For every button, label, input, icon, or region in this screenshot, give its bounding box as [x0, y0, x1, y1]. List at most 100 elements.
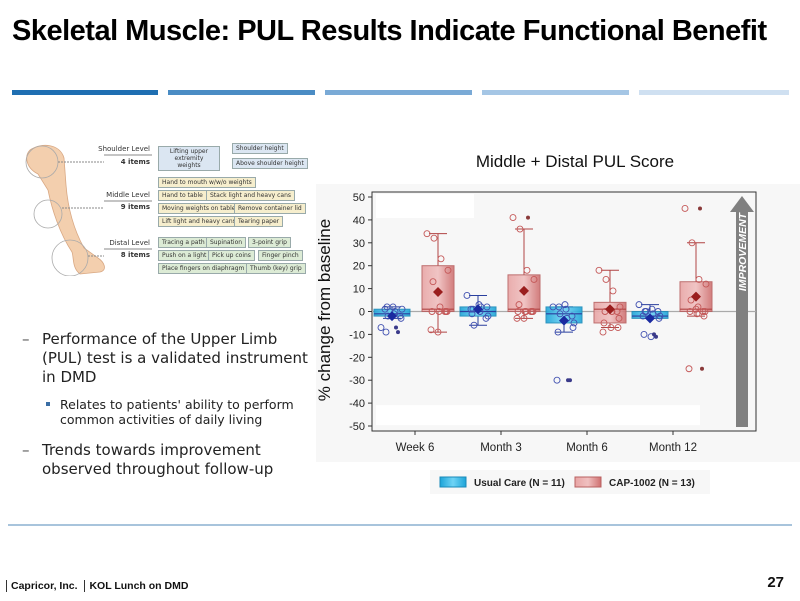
data-point — [600, 319, 608, 327]
data-point — [701, 308, 709, 315]
pul-item: Above shoulder height — [232, 158, 308, 169]
data-point — [635, 301, 643, 309]
mean-marker — [559, 315, 569, 326]
data-point — [568, 312, 576, 320]
footer-event: KOL Lunch on DMD — [89, 580, 189, 592]
footer-company: Capricor, Inc. — [11, 580, 78, 592]
pul-item: 3-point grip — [248, 237, 291, 248]
shoulder-level-count: 4 items — [120, 158, 150, 166]
data-point — [398, 305, 406, 313]
box-usual-care — [459, 292, 497, 329]
legend: Usual Care (N = 11) CAP-1002 (N = 13) — [430, 470, 710, 494]
data-point — [434, 328, 442, 336]
data-point — [430, 234, 438, 242]
data-point — [382, 328, 390, 336]
box-usual-care — [631, 301, 669, 341]
y-tick-label: 20 — [353, 261, 365, 273]
data-point — [444, 266, 452, 274]
pul-item: Push on a light — [158, 250, 211, 261]
data-point — [396, 312, 404, 320]
data-point — [530, 275, 538, 283]
mean-marker — [387, 311, 397, 322]
outlier-point — [394, 325, 398, 330]
legend-blank-area — [376, 194, 474, 218]
footer-separator — [6, 580, 7, 593]
arm-illustration — [25, 144, 152, 276]
pul-item: Finger pinch — [258, 250, 303, 261]
footer-separator — [84, 580, 86, 593]
pul-item: Lift light and heavy cans — [158, 216, 240, 227]
data-point — [570, 319, 578, 327]
data-point — [514, 308, 522, 315]
data-point — [484, 312, 492, 320]
data-point — [427, 326, 435, 334]
data-point — [513, 314, 521, 322]
bullet-list: – Performance of the Upper Limb (PUL) te… — [22, 330, 312, 489]
improvement-label: IMPROVEMENT — [737, 211, 749, 291]
data-point — [702, 280, 710, 288]
pul-score-chart: Middle + Distal PUL Score % change from … — [310, 140, 800, 500]
data-point — [654, 308, 662, 315]
data-point — [483, 303, 491, 311]
data-point — [640, 330, 648, 338]
mean-marker — [473, 304, 483, 315]
pul-item: Moving weights on table — [158, 203, 240, 214]
footer-rule — [8, 524, 792, 526]
rule-segment — [639, 90, 789, 95]
data-point — [515, 301, 523, 309]
data-point — [429, 278, 437, 286]
data-point — [553, 376, 561, 384]
pul-item: Shoulder height — [232, 143, 288, 154]
data-point — [523, 266, 531, 274]
pul-item: Remove container lid — [234, 203, 306, 214]
box-plot-svg: Middle + Distal PUL Score % change from … — [315, 152, 800, 494]
rule-segment — [168, 90, 315, 95]
box-cap-1002 — [421, 230, 455, 336]
x-tick-label: Week 6 — [396, 442, 435, 454]
data-point — [437, 255, 445, 263]
data-point — [699, 308, 707, 315]
box-cap-1002 — [507, 214, 541, 322]
data-point — [655, 314, 663, 322]
data-point — [377, 324, 385, 331]
legend-label: CAP-1002 (N = 13) — [609, 478, 695, 489]
bullet-text: Performance of the Upper Limb (PUL) test… — [42, 330, 308, 386]
mean-marker — [433, 287, 443, 298]
box-cap-1002 — [593, 266, 627, 336]
data-point — [687, 296, 695, 304]
shoulder-level-label: Shoulder Level — [98, 145, 150, 153]
rule-segment — [12, 90, 158, 95]
y-tick-label: 50 — [353, 192, 365, 204]
outlier-point — [700, 366, 704, 371]
middle-level-count: 9 items — [120, 203, 150, 211]
sub-bullet-item: Relates to patients' ability to perform … — [22, 397, 312, 427]
y-tick-label: -40 — [349, 398, 365, 410]
data-point — [599, 328, 607, 336]
data-point — [389, 303, 397, 311]
data-point — [695, 275, 703, 283]
outlier-point — [396, 330, 400, 335]
data-point — [562, 305, 570, 313]
data-point — [694, 303, 702, 311]
middle-level-label: Middle Level — [106, 191, 150, 199]
data-point — [688, 239, 696, 247]
data-point — [602, 275, 610, 283]
data-point — [527, 308, 535, 315]
y-tick-label: -10 — [349, 329, 365, 341]
data-point — [595, 266, 603, 274]
legend-swatch — [574, 476, 602, 488]
rule-segment — [482, 90, 629, 95]
data-point — [615, 314, 623, 322]
data-point — [509, 214, 517, 222]
data-point — [607, 324, 615, 331]
improvement-arrow-head — [730, 196, 754, 212]
sub-bullet-text: Relates to patients' ability to perform … — [60, 397, 294, 427]
distal-level-count: 8 items — [120, 251, 150, 259]
y-axis-label: % change from baseline — [315, 219, 334, 401]
mean-marker — [519, 285, 529, 296]
pul-item: Place fingers on diaphragm — [158, 263, 249, 274]
slide-title: Skeletal Muscle: PUL Results Indicate Fu… — [12, 15, 767, 47]
data-point — [554, 328, 562, 336]
rule-segment — [325, 90, 472, 95]
data-point — [428, 308, 436, 315]
